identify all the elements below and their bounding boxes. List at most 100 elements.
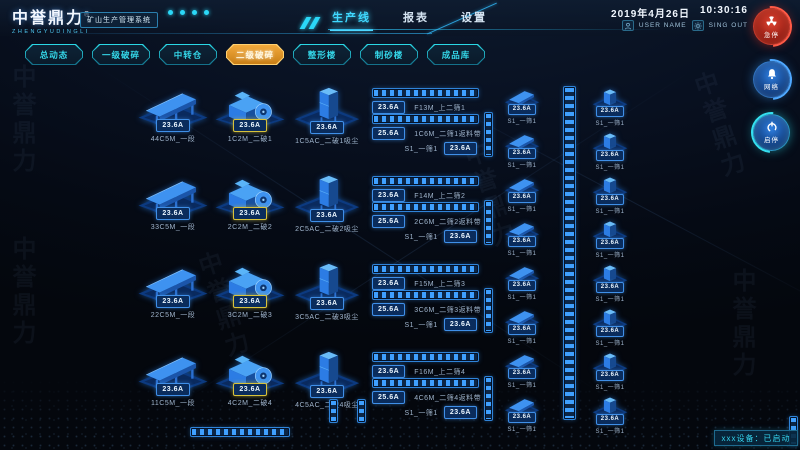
screen-belt-unit[interactable]: 23.6A S1_一筛1: [498, 174, 546, 218]
current-badge: 23.6A: [233, 119, 267, 132]
screen-belt-unit[interactable]: 23.6A S1_一筛1: [498, 218, 546, 262]
current-badge: 23.6A: [507, 324, 537, 335]
unit-label: S1_一筛1: [595, 121, 625, 127]
current-badge: 23.6A: [233, 295, 267, 308]
belt-label: 2C6M_二筛2返料带: [414, 218, 482, 226]
machine-label: 4C2M_二破4: [227, 400, 273, 407]
network-alarm-button[interactable]: 网络: [753, 61, 790, 98]
tab[interactable]: 整形楼: [293, 44, 351, 65]
belt-info-line: 25.6A 1C6M_二筛1返料带: [372, 127, 481, 140]
emergency-stop-button[interactable]: 急停: [753, 8, 790, 45]
main-nav: 生产线 报表 设置: [330, 9, 487, 31]
conveyor-belt: [372, 202, 479, 212]
tab[interactable]: 一级破碎: [92, 44, 150, 65]
tab-label: 总动态: [26, 45, 82, 64]
machine-label: 1C2M_二破1: [227, 136, 273, 143]
dust-collector-machine[interactable]: 23.6A 2C5AC_二破2吸尘: [289, 174, 365, 234]
current-badge: 25.6A: [372, 215, 406, 228]
screen-belt-unit[interactable]: 23.6A S1_一筛1: [498, 394, 546, 438]
current-badge: 23.6A: [507, 236, 537, 247]
current-badge: 23.6A: [233, 383, 267, 396]
screen-belt-unit[interactable]: 23.6A S1_一筛1: [498, 130, 546, 174]
screen-belt-unit[interactable]: 23.6A S1_一筛1: [498, 262, 546, 306]
unit-label: S1_一筛1: [507, 119, 537, 125]
gear-icon[interactable]: [691, 20, 704, 31]
user-strip: USER NAME SING OUT: [621, 20, 748, 31]
nav-item[interactable]: 报表: [403, 12, 429, 24]
crusher-machine[interactable]: 23.6A 4C2M_二破4: [212, 350, 288, 408]
tab-label: 中转仓: [160, 45, 216, 64]
unit-label: S1_一筛1: [595, 429, 625, 435]
screen-bin-unit[interactable]: 23.6A S1_一筛1: [586, 218, 634, 262]
belt-info-line: 25.6A 3C6M_二筛3返料带: [372, 303, 481, 316]
user-name-label[interactable]: USER NAME: [638, 22, 687, 29]
screen-bin-unit[interactable]: 23.6A S1_一筛1: [586, 350, 634, 394]
brand-subtitle: ZHENGYUDINGLI: [12, 29, 90, 35]
current-badge: 25.6A: [372, 391, 406, 404]
current-badge: 23.6A: [595, 194, 625, 205]
production-row: 23.6A 44C5M_一段 23.6A 1C2M_二破1: [135, 86, 500, 174]
tab[interactable]: 二级破碎: [226, 44, 284, 65]
screen-bin-unit[interactable]: 23.6A S1_一筛1: [586, 174, 634, 218]
screen-ref-line: S1_一筛1 23.6A: [365, 406, 477, 419]
current-badge: 25.6A: [372, 127, 406, 140]
dust-collector-machine[interactable]: 23.6A 4C5AC_二破4吸尘: [289, 350, 365, 410]
screen-bin-unit[interactable]: 23.6A S1_一筛1: [586, 86, 634, 130]
tab-bar: 总动态 一级破碎 中转仓 二级破碎 整形楼 制砂楼 成品库: [25, 44, 485, 65]
feeder-machine[interactable]: 23.6A 11C5M_一段: [135, 350, 211, 408]
screen-ref-line: S1_一筛1 23.6A: [365, 142, 477, 155]
radiation-icon: [766, 15, 777, 26]
screen-belt-unit[interactable]: 23.6A S1_一筛1: [498, 306, 546, 350]
crusher-machine[interactable]: 23.6A 3C2M_二破3: [212, 262, 288, 320]
screen-bin-unit[interactable]: 23.6A S1_一筛1: [586, 130, 634, 174]
current-badge: 23.6A: [156, 295, 190, 308]
current-badge: 23.6A: [595, 370, 625, 381]
nav-item[interactable]: 生产线: [330, 9, 373, 31]
crusher-machine[interactable]: 23.6A 1C2M_二破1: [212, 86, 288, 144]
screen-belt-unit[interactable]: 23.6A S1_一筛1: [498, 350, 546, 394]
belt-label: 4C6M_二筛4返料带: [414, 394, 482, 402]
screen-bin-unit[interactable]: 23.6A S1_一筛1: [586, 306, 634, 350]
machine-label: 11C5M_一段: [151, 400, 195, 407]
tab[interactable]: 成品库: [427, 44, 485, 65]
tab[interactable]: 中转仓: [159, 44, 217, 65]
conveyor-belt: [372, 290, 479, 300]
dust-collector-machine[interactable]: 23.6A 1C5AC_二破1吸尘: [289, 86, 365, 146]
production-row: 23.6A 22C5M_一段 23.6A 3C2M_二破3: [135, 262, 500, 350]
signout-label[interactable]: SING OUT: [708, 22, 748, 29]
belt-label: F16M_上二筛4: [414, 368, 466, 376]
screen-belt-unit[interactable]: 23.6A S1_一筛1: [498, 86, 546, 130]
belt-label: 1C6M_二筛1返料带: [414, 130, 482, 138]
tab[interactable]: 制砂楼: [360, 44, 418, 65]
machine-label: 3C2M_二破3: [227, 312, 273, 319]
datetime: 2019年4月26日 10:30:16: [611, 5, 748, 20]
user-icon[interactable]: [621, 20, 634, 31]
current-badge: 23.6A: [507, 412, 537, 423]
unit-label: S1_一筛1: [507, 339, 537, 345]
current-badge: 23.6A: [507, 368, 537, 379]
row-vertical-conveyor: [484, 288, 493, 333]
feeder-machine[interactable]: 23.6A 33C5M_一段: [135, 174, 211, 232]
tab[interactable]: 总动态: [25, 44, 83, 65]
nav-item[interactable]: 设置: [461, 12, 487, 24]
current-badge: 23.6A: [507, 104, 537, 115]
current-badge: 23.6A: [443, 142, 477, 155]
main-vertical-conveyor: [563, 86, 576, 420]
current-badge: 23.6A: [310, 121, 344, 134]
feeder-machine[interactable]: 23.6A 44C5M_一段: [135, 86, 211, 144]
current-badge: 25.6A: [372, 303, 406, 316]
dust-collector-machine[interactable]: 23.6A 3C5AC_二破3吸尘: [289, 262, 365, 322]
screen-bin-unit[interactable]: 23.6A S1_一筛1: [586, 262, 634, 306]
crusher-machine[interactable]: 23.6A 2C2M_二破2: [212, 174, 288, 232]
start-stop-button[interactable]: 启停: [753, 114, 790, 151]
side-button-column: 急停 网络 启停: [753, 8, 790, 151]
brand-name: 中誉鼎力: [12, 10, 85, 27]
current-badge: 23.6A: [507, 192, 537, 203]
dust-collector-icon: [294, 87, 360, 132]
belt-info-line: 25.6A 4C6M_二筛4返料带: [372, 391, 481, 404]
feeder-machine[interactable]: 23.6A 22C5M_一段: [135, 262, 211, 320]
row-vertical-conveyor: [484, 200, 493, 245]
screen-bin-unit[interactable]: 23.6A S1_一筛1: [586, 394, 634, 438]
emergency-stop-label: 急停: [764, 31, 779, 39]
